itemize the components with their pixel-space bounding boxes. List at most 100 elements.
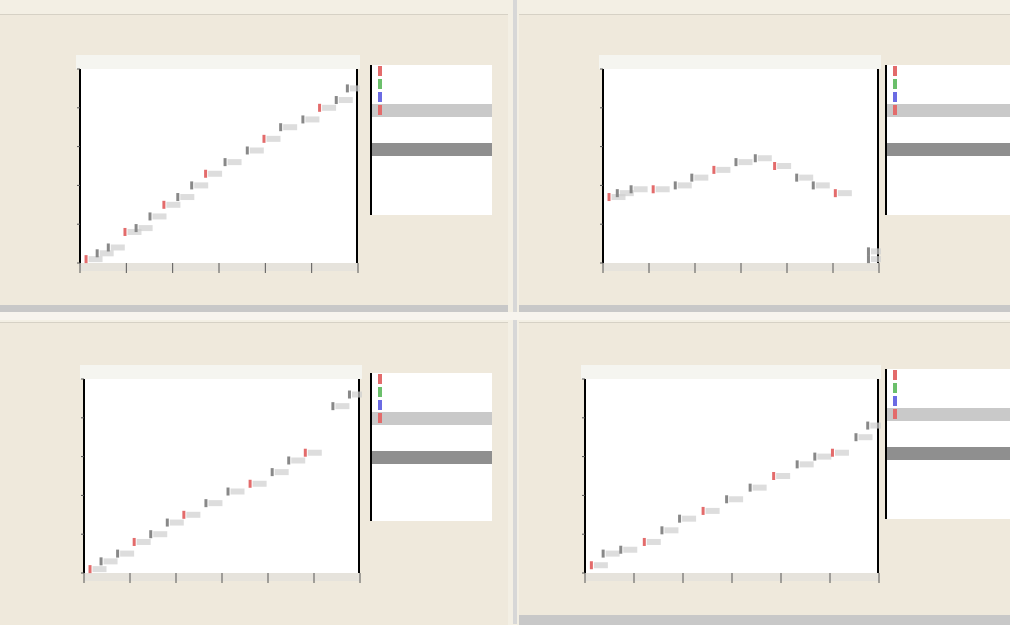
legend-entry[interactable]: [372, 182, 492, 195]
legend-entry[interactable]: [372, 438, 492, 451]
data-point-label-box: [208, 500, 223, 507]
legend-swatch: [893, 91, 897, 102]
legend-entry[interactable]: [887, 130, 1010, 143]
legend-entry[interactable]: [887, 408, 1010, 421]
data-point-label-box: [120, 550, 135, 557]
legend-entry[interactable]: [887, 65, 1010, 78]
legend-entry[interactable]: [887, 447, 1010, 460]
legend-entry[interactable]: [372, 464, 492, 477]
legend-swatch: [378, 144, 382, 154]
legend[interactable]: [370, 65, 492, 215]
legend-entry[interactable]: [372, 169, 492, 182]
data-point: [813, 452, 817, 461]
horizontal-splitter[interactable]: [0, 312, 1010, 320]
legend-entry[interactable]: [372, 373, 492, 386]
data-point: [106, 243, 110, 252]
data-point: [116, 549, 120, 558]
legend[interactable]: [885, 65, 1010, 215]
legend-swatch: [378, 183, 382, 193]
legend-entry[interactable]: [887, 486, 1010, 499]
plot-area[interactable]: [599, 55, 881, 281]
data-point-label-box: [283, 124, 298, 131]
data-point: [725, 495, 729, 504]
data-point-label-box: [705, 507, 720, 514]
legend-swatch: [893, 104, 897, 115]
legend-swatch: [893, 487, 897, 497]
horizontal-scrollbar[interactable]: [519, 615, 1010, 625]
legend-entry[interactable]: [372, 490, 492, 503]
data-point: [753, 154, 757, 163]
data-point: [162, 200, 166, 209]
legend-entry[interactable]: [887, 156, 1010, 169]
data-point-label-box: [186, 511, 201, 518]
legend-entry[interactable]: [372, 78, 492, 91]
legend-entry[interactable]: [887, 117, 1010, 130]
chart-panel-top-left: [0, 14, 508, 315]
legend-entry[interactable]: [372, 130, 492, 143]
legend-swatch: [378, 478, 382, 488]
legend-entry[interactable]: [372, 117, 492, 130]
legend[interactable]: [370, 373, 492, 521]
data-point-label-box: [633, 186, 648, 193]
chart-panel-bottom-right: [519, 322, 1010, 625]
legend-entry[interactable]: [372, 477, 492, 490]
plot-area[interactable]: [581, 365, 881, 591]
legend-entry[interactable]: [887, 91, 1010, 104]
legend-entry[interactable]: [887, 434, 1010, 447]
legend-entry[interactable]: [372, 386, 492, 399]
data-point-label-box: [694, 174, 709, 181]
legend-swatch: [893, 461, 897, 471]
legend-swatch: [893, 422, 897, 432]
plot-header-strip: [80, 365, 362, 379]
data-point-label-box: [127, 228, 142, 235]
plot-area[interactable]: [80, 365, 362, 591]
data-point: [795, 173, 799, 182]
data-point: [734, 158, 738, 167]
data-point: [148, 212, 152, 221]
legend-swatch: [893, 369, 897, 380]
legend-entry[interactable]: [887, 369, 1010, 382]
legend-entry[interactable]: [372, 143, 492, 156]
horizontal-scrollbar[interactable]: [0, 305, 508, 315]
legend-entry[interactable]: [372, 451, 492, 464]
legend-entry[interactable]: [887, 473, 1010, 486]
plot-background: [84, 379, 360, 573]
legend[interactable]: [885, 369, 1010, 519]
data-point: [601, 549, 605, 558]
data-point: [99, 557, 103, 566]
legend-entry[interactable]: [372, 425, 492, 438]
legend-entry[interactable]: [372, 91, 492, 104]
data-point-label-box: [88, 256, 103, 263]
legend-swatch: [893, 448, 897, 458]
legend-entry[interactable]: [372, 156, 492, 169]
legend-entry[interactable]: [887, 395, 1010, 408]
legend-entry[interactable]: [372, 412, 492, 425]
legend-entry[interactable]: [887, 78, 1010, 91]
legend-swatch: [378, 412, 382, 423]
legend-entry[interactable]: [372, 65, 492, 78]
data-point: [833, 189, 837, 198]
legend-entry[interactable]: [887, 421, 1010, 434]
data-point: [347, 390, 351, 399]
legend-swatch: [893, 183, 897, 193]
legend-entry[interactable]: [887, 382, 1010, 395]
legend-entry[interactable]: [887, 104, 1010, 117]
data-point-label-box: [138, 225, 153, 232]
legend-entry[interactable]: [887, 182, 1010, 195]
data-point-label-box: [870, 248, 881, 255]
data-point: [748, 483, 752, 492]
legend-entry[interactable]: [372, 104, 492, 117]
data-point: [615, 189, 619, 198]
legend-entry[interactable]: [887, 143, 1010, 156]
data-point: [673, 181, 677, 190]
plot-area[interactable]: [76, 55, 360, 281]
data-point: [334, 96, 338, 105]
legend-entry[interactable]: [887, 460, 1010, 473]
data-point: [830, 448, 834, 457]
legend-swatch: [893, 157, 897, 167]
data-point-label-box: [776, 473, 791, 479]
plot-background: [80, 69, 358, 263]
legend-entry[interactable]: [887, 169, 1010, 182]
horizontal-scrollbar[interactable]: [519, 305, 1010, 315]
legend-entry[interactable]: [372, 399, 492, 412]
